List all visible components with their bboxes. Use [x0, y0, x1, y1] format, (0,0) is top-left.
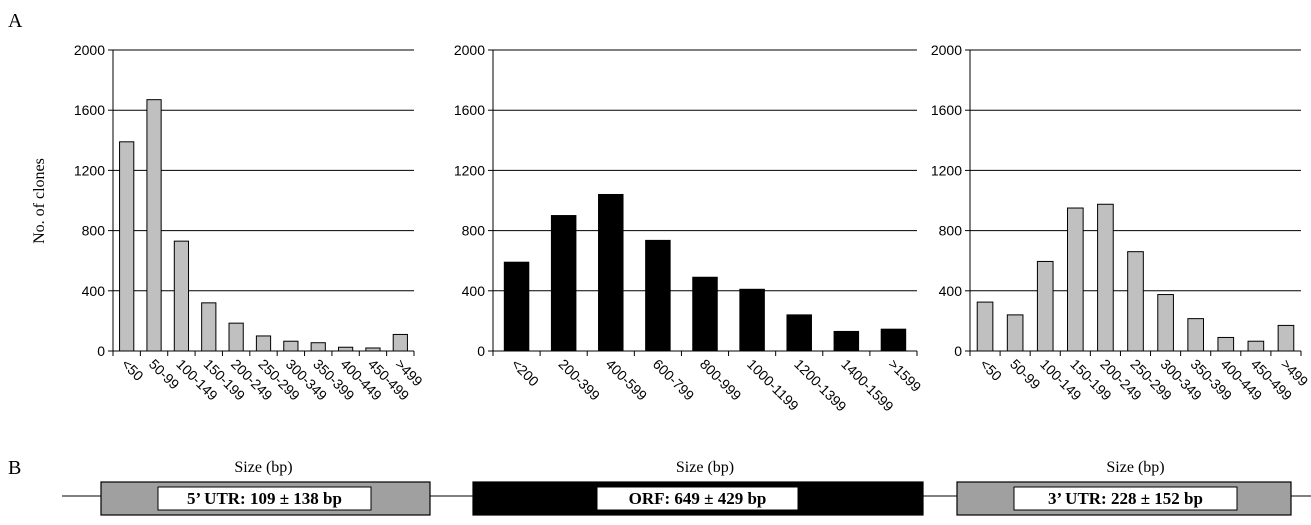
gene-structure-diagram: 5’ UTR: 109 ± 138 bp ORF: 649 ± 429 bp 3… — [62, 481, 1311, 516]
y-tick-label: 400 — [939, 283, 963, 299]
y-tick-label: 1600 — [931, 102, 962, 118]
y-tick-label: 800 — [939, 223, 963, 239]
bar — [201, 302, 217, 352]
panel-letter-b: B — [8, 457, 21, 479]
y-tick-label: 400 — [82, 283, 106, 299]
bar — [283, 340, 299, 352]
y-tick-label: 400 — [462, 283, 486, 299]
y-tick-label: 2000 — [454, 42, 485, 58]
y-tick-label: 0 — [477, 343, 485, 359]
x-tick-label: 400-599 — [603, 356, 651, 404]
bar — [173, 240, 190, 352]
bar — [503, 261, 530, 352]
y-tick-label: 800 — [462, 223, 486, 239]
panel-letter-a: A — [8, 10, 23, 32]
bar — [1217, 336, 1235, 352]
region-5utr-label-box — [157, 486, 372, 511]
bar — [1097, 203, 1114, 352]
region-3utr-label: 3’ UTR: 228 ± 152 bp — [1048, 489, 1203, 508]
region-orf-label-box — [596, 486, 799, 511]
bar — [255, 335, 272, 352]
bar — [310, 342, 326, 352]
x-tick-label: 800-999 — [697, 356, 745, 404]
bar — [1066, 207, 1084, 352]
bar — [1036, 260, 1054, 352]
x-tick-label: <50 — [977, 356, 1005, 384]
y-tick-label: 2000 — [74, 42, 105, 58]
x-tick-label: >1599 — [885, 356, 924, 395]
y-tick-label: 1200 — [454, 162, 485, 178]
bar — [228, 322, 244, 352]
y-tick-label: 0 — [97, 343, 105, 359]
bar — [786, 314, 812, 352]
x-tick-label: 50-99 — [1007, 356, 1044, 393]
y-tick-label: 1600 — [74, 102, 105, 118]
y-tick-label: 2000 — [931, 42, 962, 58]
x-axis-title: Size (bp) — [1106, 459, 1164, 476]
bar — [550, 215, 577, 352]
bar — [1006, 314, 1024, 352]
bar — [1277, 324, 1295, 352]
region-5utr: 5’ UTR: 109 ± 138 bp — [100, 481, 431, 516]
region-orf: ORF: 649 ± 429 bp — [472, 481, 924, 516]
bar — [692, 276, 718, 352]
bar — [337, 346, 354, 352]
bar — [1127, 251, 1144, 352]
bar — [392, 333, 408, 352]
region-orf-label: ORF: 649 ± 429 bp — [629, 489, 767, 508]
y-tick-label: 1600 — [454, 102, 485, 118]
x-tick-label: <200 — [508, 356, 542, 390]
bar — [365, 347, 381, 352]
x-axis-title: Size (bp) — [676, 459, 734, 476]
y-tick-label: 800 — [82, 223, 106, 239]
bar — [739, 288, 765, 352]
bar — [645, 239, 671, 352]
bar — [598, 193, 624, 352]
chart-orf: 0 400 800 1200 1600 2000 <200 200-399 400-599 600… — [454, 42, 925, 476]
y-axis-title: No. of clones — [31, 158, 48, 244]
bar — [119, 141, 135, 352]
bar — [880, 328, 907, 352]
x-axis-title: Size (bp) — [234, 459, 292, 476]
bar — [976, 301, 994, 352]
bar — [833, 330, 860, 352]
x-tick-label: 600-799 — [650, 356, 698, 404]
region-3utr-label-box — [1013, 486, 1238, 511]
bar — [1187, 318, 1205, 352]
x-tick-label: <50 — [119, 356, 147, 384]
bar — [1157, 294, 1174, 352]
region-5utr-label: 5’ UTR: 109 ± 138 bp — [187, 489, 342, 508]
y-tick-label: 1200 — [931, 162, 962, 178]
y-tick-label: 1200 — [74, 162, 105, 178]
bar — [146, 99, 162, 352]
x-tick-label: 200-399 — [556, 356, 604, 404]
bar — [1247, 340, 1265, 352]
x-tick-label: 50-99 — [146, 356, 183, 393]
y-tick-label: 0 — [954, 343, 962, 359]
region-3utr: 3’ UTR: 228 ± 152 bp — [956, 481, 1292, 516]
